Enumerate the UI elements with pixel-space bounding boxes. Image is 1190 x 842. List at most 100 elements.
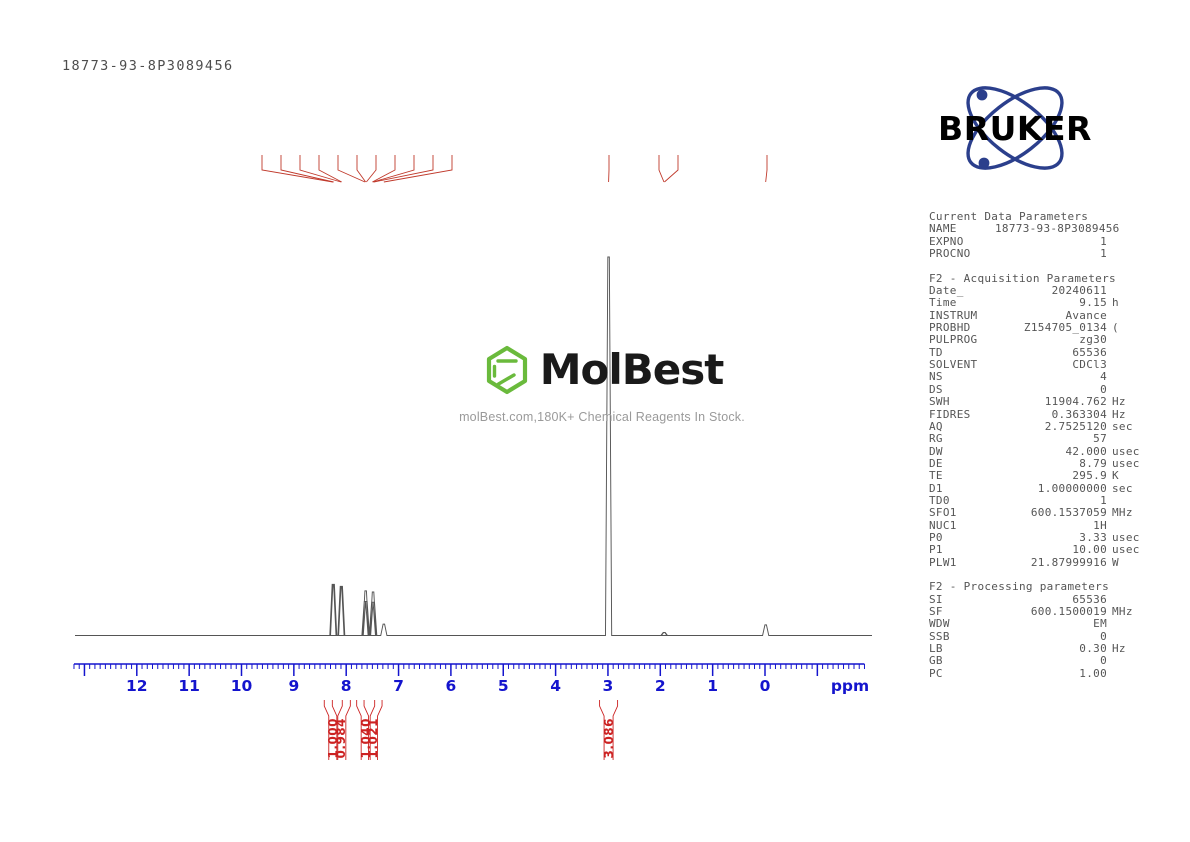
parameter-value: 0.30: [1079, 642, 1107, 656]
parameter-value: 9.15: [1079, 296, 1107, 310]
parameter-unit: sec: [1112, 419, 1133, 433]
parameter-row: DE 8.79 usec: [929, 456, 1179, 470]
axis-tick-label: 9: [288, 677, 300, 695]
parameter-value: 0: [1100, 654, 1107, 668]
parameter-row: FIDRES 0.363304 Hz: [929, 407, 1179, 421]
parameter-row: SI 65536: [929, 592, 1179, 606]
parameter-value: zg30: [1079, 333, 1107, 347]
parameter-row: GB 0: [929, 654, 1179, 668]
parameter-key: DS: [929, 382, 943, 396]
axis-tick-label: 10: [230, 677, 253, 695]
parameter-value: EM: [1093, 617, 1107, 631]
parameter-key: DE: [929, 456, 943, 470]
axis-tick-label: 11: [178, 677, 200, 695]
parameter-key: SSB: [929, 629, 950, 643]
parameter-key: SI: [929, 592, 943, 606]
parameter-value: Avance: [1065, 308, 1107, 322]
parameter-value: 8.79: [1079, 456, 1107, 470]
parameter-value: 0.363304: [1051, 407, 1107, 421]
parameter-row: INSTRUM Avance: [929, 308, 1179, 322]
parameter-row: SF 600.1500019 MHz: [929, 605, 1179, 618]
parameter-row: NS 4: [929, 371, 1179, 384]
parameter-unit: h: [1112, 296, 1119, 310]
parameter-key: PC: [929, 666, 943, 680]
parameter-key: SF: [929, 605, 943, 618]
parameter-unit: (: [1112, 321, 1119, 335]
parameter-key: INSTRUM: [929, 308, 978, 322]
parameter-value: 1.00: [1079, 666, 1107, 680]
axis-tick-label: 5: [497, 677, 509, 695]
axis-tick-label: 6: [445, 677, 457, 695]
parameter-row: NUC1 1H: [929, 518, 1179, 532]
axis-unit-label: ppm: [830, 677, 870, 695]
parameter-value: CDCl3: [1072, 358, 1107, 372]
hexagon-molecule-icon: [486, 345, 527, 395]
parameter-key: DW: [929, 444, 943, 458]
parameter-row: NAME 18773-93-8P3089456: [929, 222, 1179, 236]
parameter-value: 1H: [1093, 518, 1107, 532]
parameter-row: SSB 0: [929, 629, 1179, 643]
integral-label: 3.086: [601, 718, 616, 759]
parameter-row: TE 295.9 K: [929, 469, 1179, 482]
parameter-key: PROCNO: [929, 247, 971, 261]
parameter-row: SOLVENT CDCl3: [929, 358, 1179, 372]
parameter-value: 21.87999916: [1030, 555, 1107, 569]
axis-tick-label: 4: [550, 677, 561, 695]
parameter-row: D1 1.00000000 sec: [929, 481, 1179, 495]
parameter-key: PLW1: [929, 555, 957, 569]
svg-text:BRUKER: BRUKER: [938, 109, 1092, 148]
parameter-unit: usec: [1112, 530, 1140, 544]
parameter-unit: usec: [1112, 543, 1140, 557]
parameter-value: 1: [1100, 493, 1107, 507]
parameter-unit: Hz: [1112, 642, 1126, 656]
watermark-brand: MolBest: [539, 345, 725, 394]
parameter-unit: Hz: [1112, 407, 1126, 421]
parameter-value: 2.7525120: [1044, 419, 1107, 433]
parameter-section-heading: Current Data Parameters: [929, 210, 1089, 223]
parameter-row: SWH 11904.762 Hz: [929, 395, 1179, 409]
integral-label: 0.984: [334, 718, 349, 759]
parameter-key: NUC1: [929, 518, 957, 532]
parameter-unit: W: [1112, 555, 1119, 569]
axis-tick-label: 0: [759, 677, 771, 695]
parameter-key: PULPROG: [929, 333, 978, 347]
parameter-row: EXPNO 1: [929, 235, 1179, 248]
parameter-key: PROBHD: [929, 321, 971, 335]
axis-tick-label: 1: [707, 677, 719, 695]
parameter-value: 42.000: [1065, 444, 1107, 458]
parameter-value: 0: [1100, 382, 1107, 396]
integral-label: 1.021: [366, 718, 381, 759]
molbest-watermark: MolBest molBest.com,180K+ Chemical Reage…: [452, 344, 752, 424]
parameter-key: WDW: [929, 617, 950, 631]
parameter-row: PULPROG zg30: [929, 333, 1179, 347]
axis-tick-label: 7: [393, 677, 404, 695]
parameter-row: LB 0.30 Hz: [929, 642, 1179, 656]
parameter-row: DW 42.000 usec: [929, 444, 1179, 458]
parameter-key: SOLVENT: [929, 358, 978, 372]
parameter-row: WDW EM: [929, 617, 1179, 631]
parameter-key: P1: [929, 543, 943, 557]
parameter-key: LB: [929, 642, 943, 656]
parameter-key: D1: [929, 481, 943, 495]
parameter-key: FIDRES: [929, 407, 971, 421]
parameter-key: SFO1: [929, 506, 957, 520]
parameter-value: 600.1500019: [1030, 605, 1107, 618]
parameter-unit: sec: [1112, 481, 1133, 495]
parameter-unit: Hz: [1112, 395, 1126, 409]
parameter-value: 10.00: [1072, 543, 1107, 557]
parameter-value: 57: [1093, 432, 1107, 446]
parameter-row: SFO1 600.1537059 MHz: [929, 506, 1179, 520]
parameter-unit: MHz: [1112, 506, 1133, 520]
parameter-row: P0 3.33 usec: [929, 530, 1179, 544]
parameter-row: DS 0: [929, 382, 1179, 396]
parameter-row: TD0 1: [929, 493, 1179, 507]
parameter-key: RG: [929, 432, 943, 446]
parameter-value: 600.1537059: [1030, 506, 1107, 520]
axis-tick-label: 2: [654, 677, 666, 695]
parameter-value: 65536: [1072, 592, 1107, 606]
parameter-row: PROBHD Z154705_0134 (: [929, 321, 1179, 335]
parameter-key: AQ: [929, 419, 943, 433]
parameter-key: NAME: [929, 222, 957, 236]
